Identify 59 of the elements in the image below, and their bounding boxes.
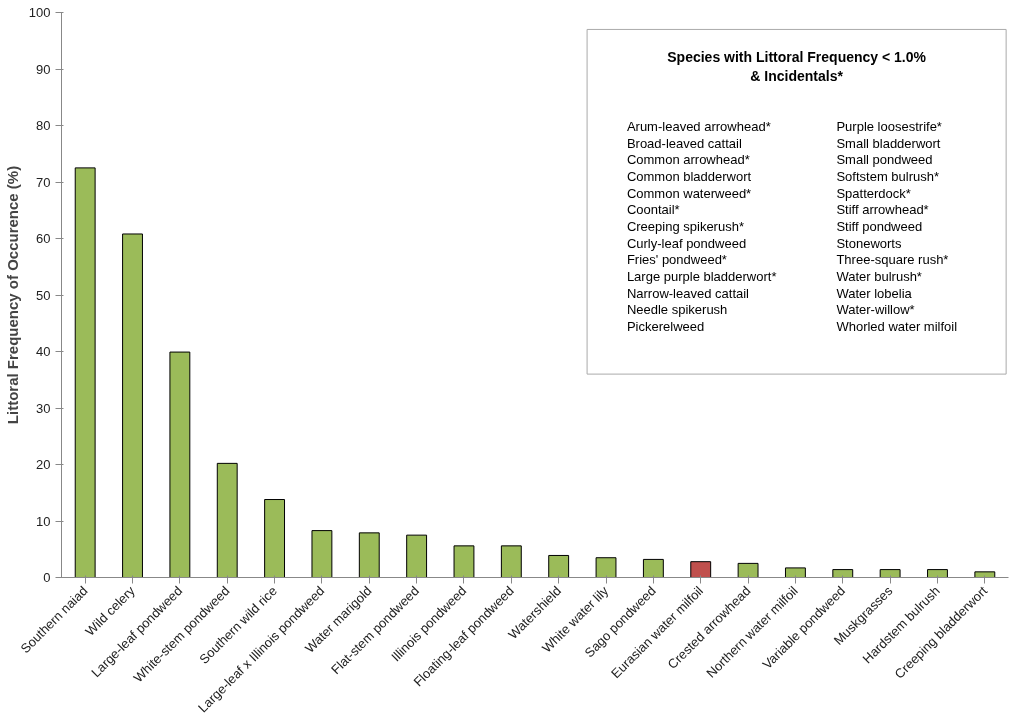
annotation: Large purple bladderwort* (626, 269, 777, 285)
bar (595, 557, 617, 578)
bar (832, 569, 854, 578)
annotation: Spatterdock* (836, 185, 911, 201)
annotation: Purple loosestrife* (836, 119, 942, 135)
annotation: Broad-leaved cattail (626, 135, 742, 151)
bar (642, 558, 664, 578)
y-tick-label: 20 (36, 457, 51, 472)
annotation: Water lobelia (836, 285, 913, 301)
annotation: Stiff arrowhead* (836, 202, 929, 218)
annotation: Common bladderwort (626, 169, 752, 185)
bar (784, 567, 806, 578)
y-tick-label: 60 (36, 231, 51, 246)
bar (690, 561, 712, 578)
annotation: Whorled water milfoil (836, 319, 958, 335)
y-tick-label: 30 (36, 400, 51, 416)
y-tick-label: 0 (43, 570, 51, 585)
y-tick-label: 100 (28, 5, 51, 20)
annotation: Water bulrush* (836, 269, 922, 285)
annotation: Creeping spikerush* (626, 219, 744, 235)
bar (737, 562, 759, 578)
bar (453, 545, 475, 578)
y-tick-label: 50 (36, 287, 51, 303)
bar (358, 532, 380, 578)
bar (169, 351, 191, 578)
y-tick-label: 80 (36, 118, 51, 133)
bar (406, 534, 428, 578)
annotation: Small pondweed (836, 152, 933, 168)
bar (74, 167, 96, 578)
annotation: Coontail* (626, 202, 680, 218)
bar (548, 554, 570, 578)
bar (879, 569, 901, 578)
bar (500, 545, 522, 578)
annotation: Three-square rush* (836, 252, 949, 268)
annotation: Pickerelweed (626, 319, 705, 335)
annotation: Narrow-leaved cattail (626, 285, 750, 301)
annotation: Arum-leaved arrowhead* (626, 119, 771, 135)
annotation: Water-willow* (836, 302, 915, 318)
bar (311, 530, 333, 578)
annotation: Fries' pondweed* (626, 252, 727, 268)
annotation: Stoneworts (836, 235, 902, 251)
annotation: Small bladderwort (836, 135, 941, 151)
bar (122, 233, 143, 578)
y-tick-label: 90 (36, 61, 51, 77)
annotation: Needle spikerush (626, 302, 728, 318)
bar (927, 569, 948, 578)
annotation: Stiff pondweed (836, 219, 923, 235)
y-axis-title: Littoral Frequency of Occurence (%) (3, 165, 21, 425)
bar (264, 499, 286, 578)
annotation: Common arrowhead* (626, 152, 750, 168)
y-tick-label: 70 (36, 174, 51, 190)
y-tick-label: 40 (36, 344, 51, 359)
annotation: Softstem bulrush* (836, 169, 940, 185)
bar (216, 462, 238, 578)
annotation: Curly-leaf pondweed (626, 235, 747, 251)
bar (974, 571, 996, 578)
annotation: Common waterweed* (626, 185, 752, 201)
y-tick-label: 10 (36, 513, 51, 529)
annotation: Species with Littoral Frequency < 1.0% & Incidentals* (667, 49, 927, 85)
